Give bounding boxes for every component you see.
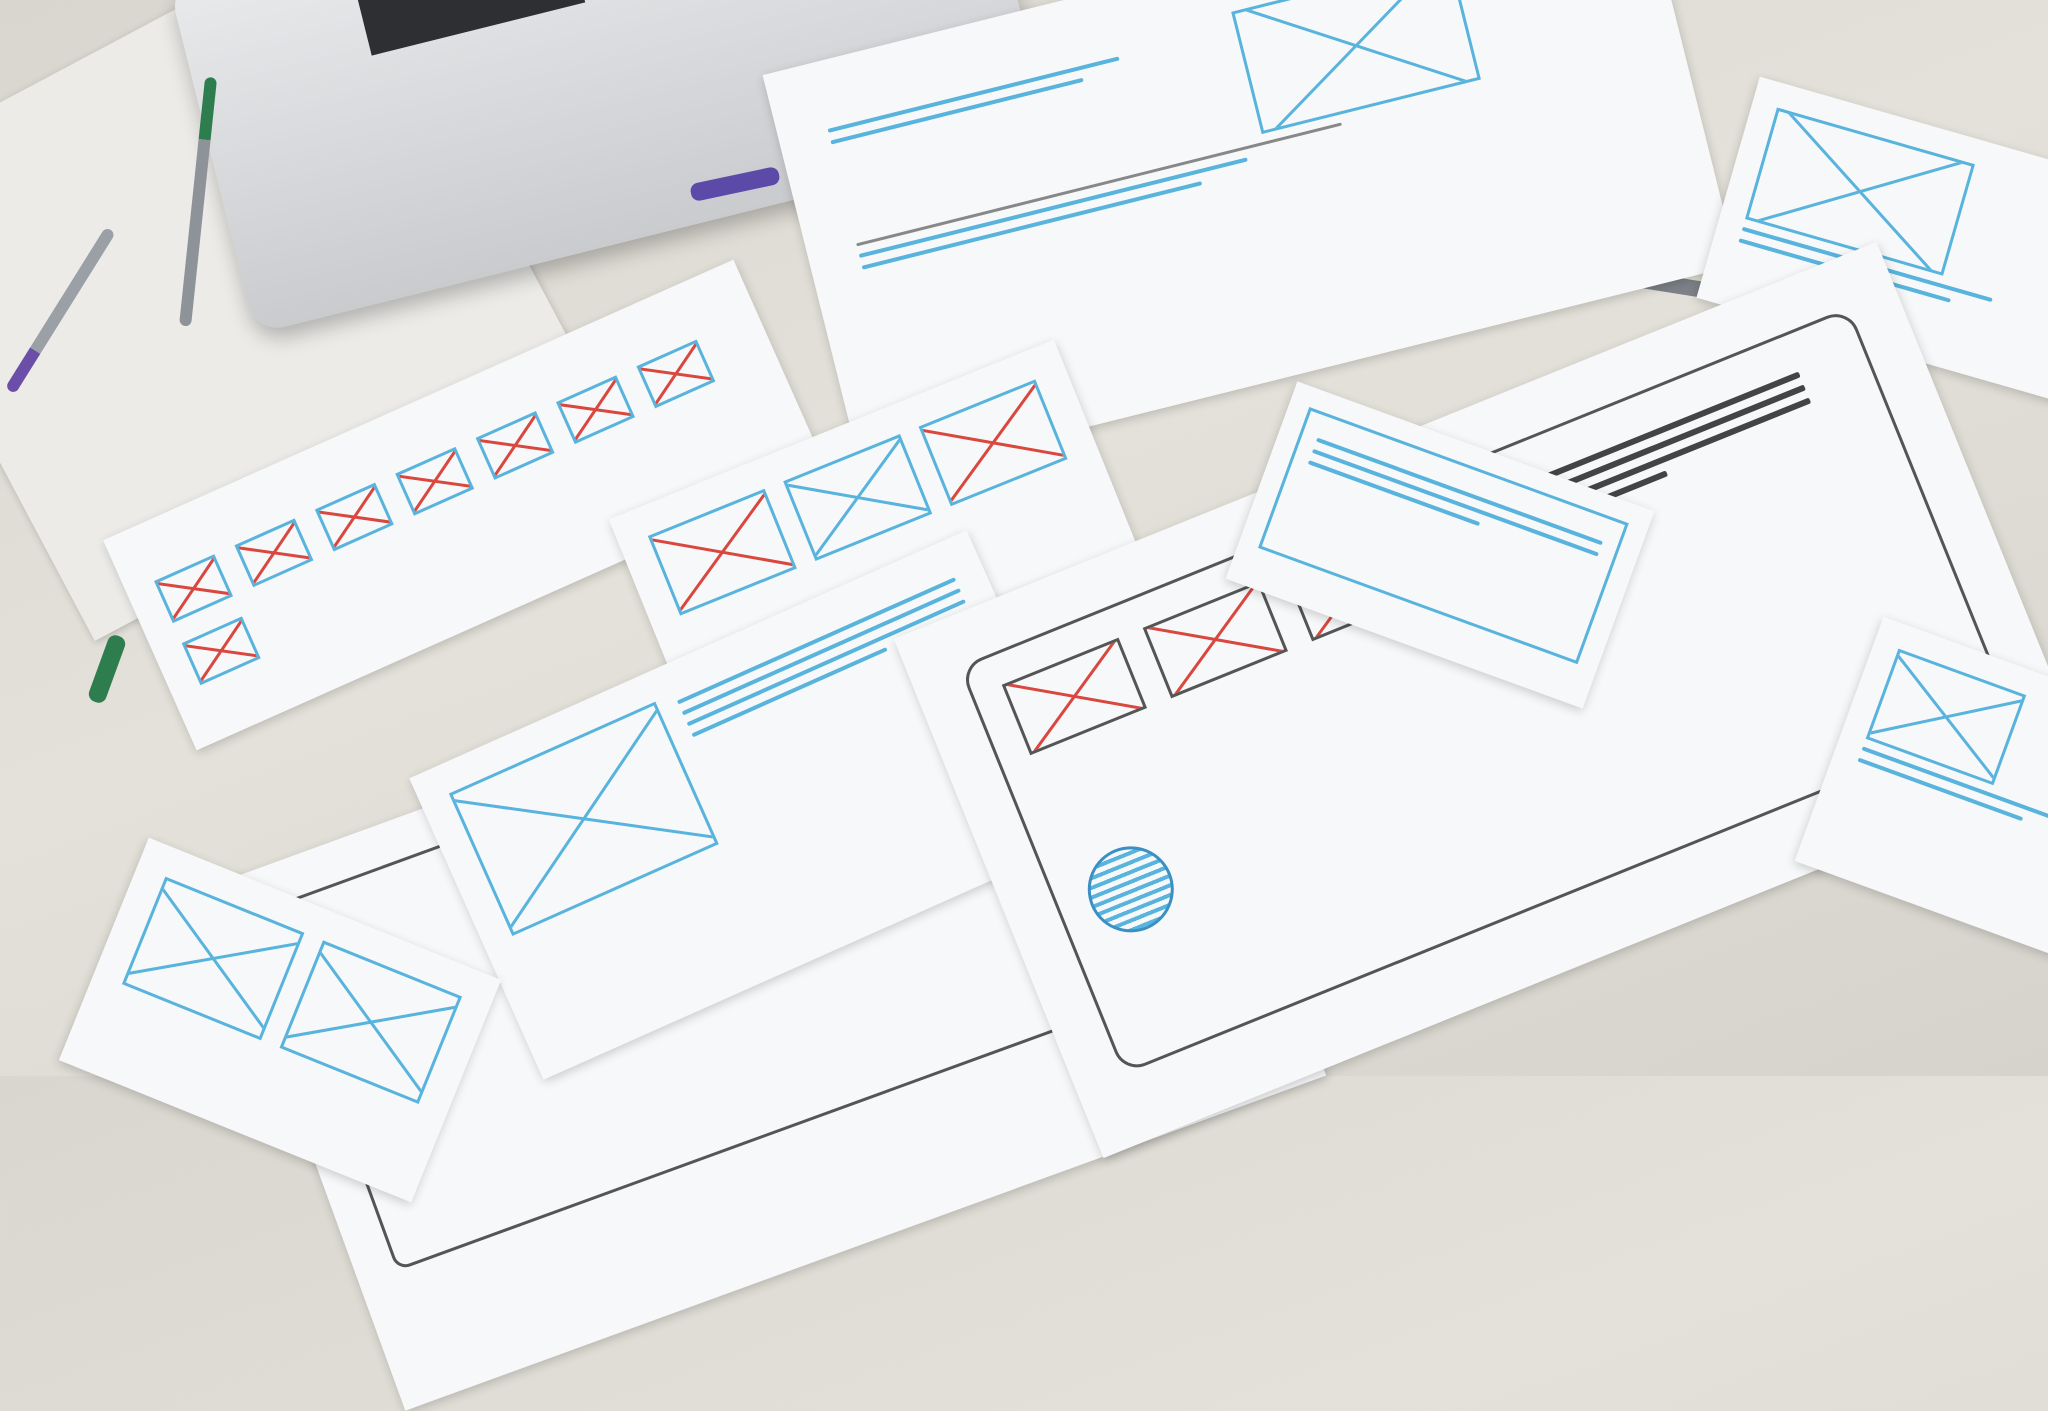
circle-sketch-icon bbox=[1074, 833, 1187, 946]
green-marker-cap-icon bbox=[86, 633, 128, 705]
